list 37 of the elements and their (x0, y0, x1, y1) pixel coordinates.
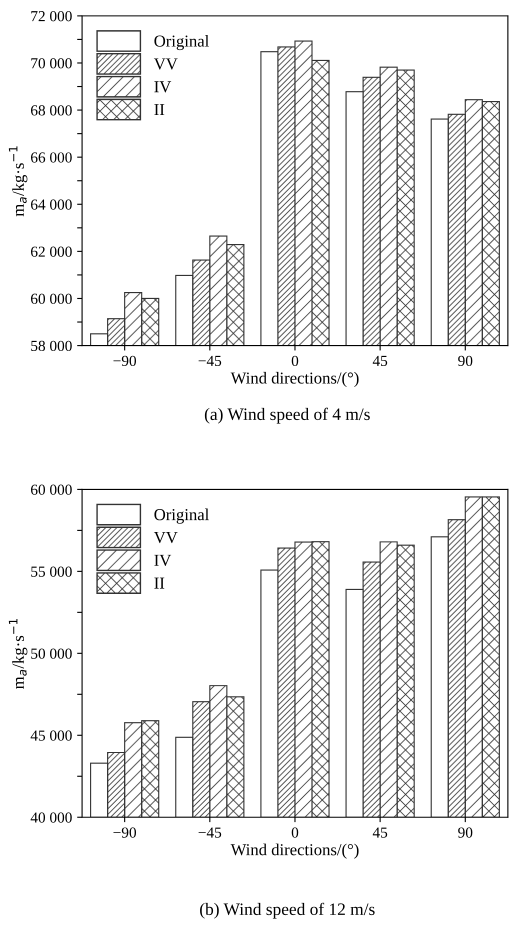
y-tick-label: 50 000 (31, 648, 72, 659)
x-tick-label: −45 (198, 356, 222, 366)
legend-label: II (154, 578, 164, 589)
x-tick-label: 45 (372, 356, 388, 366)
x-tick-label: 0 (292, 827, 298, 838)
x-tick-label: −45 (198, 828, 222, 838)
legend-label: IV (154, 554, 172, 566)
x-tick-label: −90 (113, 356, 136, 366)
text: (b) Wind speed of 12 m/s (200, 902, 375, 919)
y-tick-label: 40 000 (30, 812, 72, 823)
y-tick-label: 68 000 (31, 105, 72, 116)
legend-label: VV (154, 58, 178, 70)
y-tick-label: 55 000 (31, 566, 72, 577)
y-tick-label: 58 000 (31, 340, 72, 352)
legend-label: VV (154, 532, 178, 544)
legend-label: IV (154, 81, 172, 92)
y-tick-label: 60 000 (31, 294, 72, 304)
y-axis-title: m$_{a}$/kg·s$^{−1}$ (8, 146, 28, 216)
x-axis-title: Wind directions/(°) (230, 372, 359, 388)
x-tick-label: −90 (113, 827, 136, 838)
y-tick-label: 60 000 (31, 484, 72, 495)
y-tick-label: 62 000 (31, 246, 72, 257)
y-tick-label: 66 000 (31, 152, 72, 163)
y-tick-label: 70 000 (31, 58, 72, 68)
x-tick-label: 0 (292, 356, 298, 366)
y-tick-label: 72 000 (31, 11, 72, 22)
x-axis-title: Wind directions/(°) (230, 844, 359, 859)
legend-label: Original (154, 508, 209, 524)
text: (a) Wind speed of 4 m/s (204, 408, 370, 424)
legend-label: II (154, 104, 164, 116)
y-tick-label: 45 000 (30, 730, 72, 741)
y-tick-label: 64 000 (31, 199, 72, 210)
x-tick-label: 45 (372, 828, 388, 838)
legend-label: Original (154, 34, 209, 50)
y-axis-title: m$_{a}$/kg·s$^{−1}$ (8, 618, 28, 689)
x-tick-label: 90 (458, 356, 472, 366)
x-tick-label: 90 (458, 827, 472, 838)
